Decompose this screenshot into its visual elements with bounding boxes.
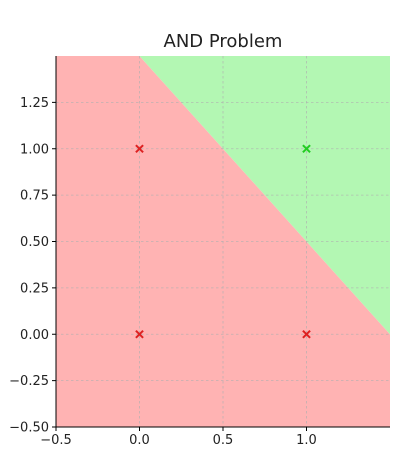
y-tick-label-7: 1.25 xyxy=(20,96,49,111)
y-tick-label-6: 1.00 xyxy=(20,142,49,157)
y-tick-label-4: 0.50 xyxy=(20,235,49,250)
data-point-2 xyxy=(302,329,311,339)
y-axis-ticks: −0.50 −0.25 0.00 0.25 0.50 0.75 1.00 1.25 xyxy=(9,96,56,436)
x-tick-label-2: 0.5 xyxy=(213,433,234,448)
chart-title: AND Problem xyxy=(164,31,283,52)
y-tick-label-2: 0.00 xyxy=(20,328,49,343)
x-tick-label-3: 1.0 xyxy=(296,433,317,448)
x-axis-ticks: −0.5 0.0 0.5 1.0 xyxy=(40,427,317,448)
x-tick-label-1: 0.0 xyxy=(129,433,150,448)
y-tick-label-1: −0.25 xyxy=(9,374,49,389)
x-tick-label-0: −0.5 xyxy=(40,433,72,448)
y-tick-label-3: 0.25 xyxy=(20,281,49,296)
data-point-0 xyxy=(135,329,144,339)
region-class-1 xyxy=(56,56,390,335)
data-point-1 xyxy=(135,144,144,154)
plot-area xyxy=(56,56,390,427)
grid xyxy=(56,56,390,427)
y-tick-label-0: −0.50 xyxy=(9,421,49,436)
data-point-3 xyxy=(302,144,311,154)
data-points xyxy=(135,144,311,339)
y-tick-label-5: 0.75 xyxy=(20,189,49,204)
